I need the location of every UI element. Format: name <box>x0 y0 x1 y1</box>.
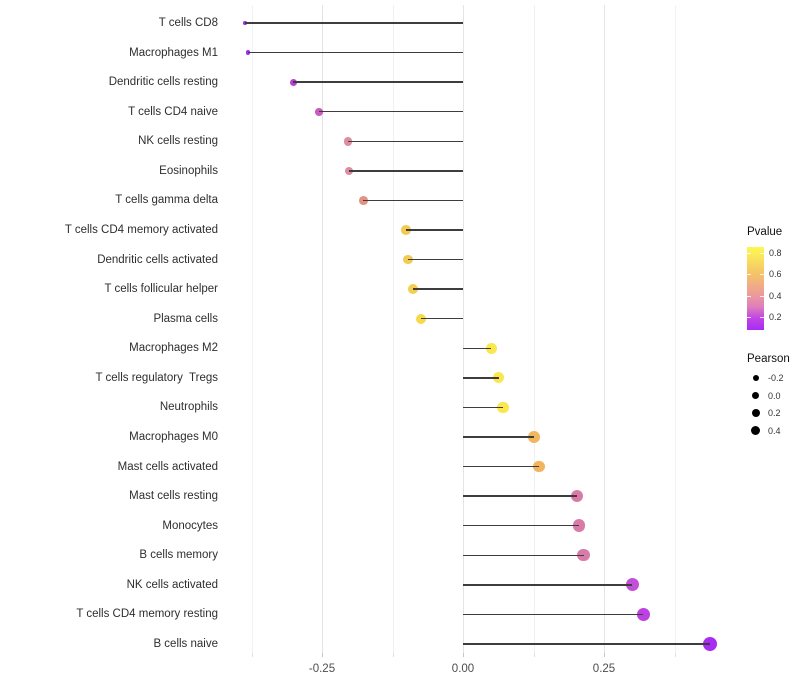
data-point <box>497 401 509 414</box>
axis-tick-minor <box>674 653 676 657</box>
colorbar-tick <box>747 274 751 275</box>
stem-line <box>463 436 535 438</box>
stem-line <box>463 643 711 645</box>
category-label: Neutrophils <box>159 401 218 414</box>
category-label: Macrophages M0 <box>129 430 218 443</box>
pvalue-colorbar <box>747 247 764 330</box>
legend-pvalue-title: Pvalue <box>747 226 783 238</box>
category-label: B cells memory <box>139 549 218 562</box>
stem-line <box>421 317 463 320</box>
data-point <box>636 607 651 621</box>
pearson-tick-label: 0.4 <box>768 425 781 436</box>
stem-line <box>349 170 463 172</box>
data-point <box>358 195 368 205</box>
legend-pearson-title: Pearson <box>747 353 790 365</box>
stem-line <box>244 22 463 24</box>
category-label: T cells regulatory Tregs <box>95 371 218 384</box>
axis-tick-minor <box>392 653 394 657</box>
stem-line <box>463 377 499 379</box>
data-point <box>577 549 590 562</box>
pearson-legend-dot <box>752 375 759 382</box>
stem-line <box>463 347 492 350</box>
stem-line <box>463 406 504 409</box>
data-point <box>245 50 251 55</box>
pearson-tick-label: 0.0 <box>768 390 781 401</box>
gridline-minor <box>533 5 535 653</box>
stem-line <box>413 288 463 290</box>
colorbar-tick <box>760 274 764 275</box>
colorbar-tick <box>747 252 751 254</box>
category-label: NK cells resting <box>138 135 218 148</box>
category-label: NK cells activated <box>126 578 218 591</box>
stem-line <box>463 613 644 616</box>
stem-line <box>463 465 540 468</box>
axis-tick-major <box>322 653 323 657</box>
gridline-minor <box>674 5 676 653</box>
category-label: Monocytes <box>162 519 218 532</box>
data-point <box>703 636 718 651</box>
category-label: T cells gamma delta <box>115 194 218 207</box>
stem-line <box>463 554 584 556</box>
category-label: T cells CD4 memory activated <box>64 223 218 236</box>
colorbar-tick <box>747 295 751 297</box>
category-label: Dendritic cells activated <box>97 253 218 266</box>
axis-tick-minor <box>533 653 535 657</box>
category-label: Mast cells activated <box>117 460 218 473</box>
pearson-legend-dot <box>751 409 760 418</box>
gridline-major <box>463 5 464 653</box>
category-label: T cells follicular helper <box>104 283 218 296</box>
data-point <box>289 78 297 86</box>
gridline-minor <box>251 5 253 653</box>
data-point <box>533 460 546 473</box>
stem-line <box>408 258 463 261</box>
colorbar-tick <box>747 317 751 318</box>
colorbar-tick <box>760 317 764 318</box>
category-label: Macrophages M1 <box>129 46 218 59</box>
stem-line <box>347 140 463 143</box>
pvalue-tick-label: 0.2 <box>769 312 782 322</box>
pearson-legend-dot <box>752 392 760 400</box>
pearson-legend-dot <box>751 426 761 436</box>
category-label: T cells CD4 memory resting <box>76 608 218 621</box>
pvalue-tick-label: 0.8 <box>769 247 782 258</box>
x-tick-label: 0.00 <box>451 663 475 675</box>
stem-line <box>463 495 577 497</box>
pearson-tick-label: -0.2 <box>768 373 784 384</box>
stem-line <box>463 524 580 527</box>
data-point <box>344 166 354 176</box>
stem-line <box>319 110 463 113</box>
data-point <box>343 137 353 146</box>
category-label: Eosinophils <box>159 164 218 177</box>
data-point <box>485 342 497 354</box>
category-label: T cells CD4 naive <box>128 105 218 118</box>
axis-tick-major <box>463 653 464 657</box>
gridline-minor <box>392 5 394 653</box>
stem-line <box>463 584 633 586</box>
category-label: Macrophages M2 <box>129 342 218 355</box>
category-label: Mast cells resting <box>129 490 218 503</box>
stem-line <box>363 199 463 202</box>
stem-line <box>248 51 463 54</box>
colorbar-tick <box>760 252 764 254</box>
x-tick-label: 0.25 <box>592 663 616 675</box>
stem-line <box>293 81 463 83</box>
category-label: B cells naive <box>153 637 218 650</box>
gridline-major <box>322 5 323 653</box>
category-label: Dendritic cells resting <box>108 76 218 89</box>
stem-line <box>406 229 463 231</box>
axis-tick-minor <box>251 653 253 657</box>
pvalue-tick-label: 0.4 <box>769 290 782 301</box>
axis-tick-major <box>604 653 605 657</box>
colorbar-tick <box>760 295 764 297</box>
data-point <box>572 519 586 532</box>
pvalue-tick-label: 0.6 <box>769 269 782 279</box>
pearson-tick-label: 0.2 <box>768 408 781 419</box>
category-label: T cells CD8 <box>158 17 218 29</box>
gridline-major <box>604 5 605 653</box>
x-tick-label: -0.25 <box>308 663 336 675</box>
category-label: Plasma cells <box>153 312 218 325</box>
